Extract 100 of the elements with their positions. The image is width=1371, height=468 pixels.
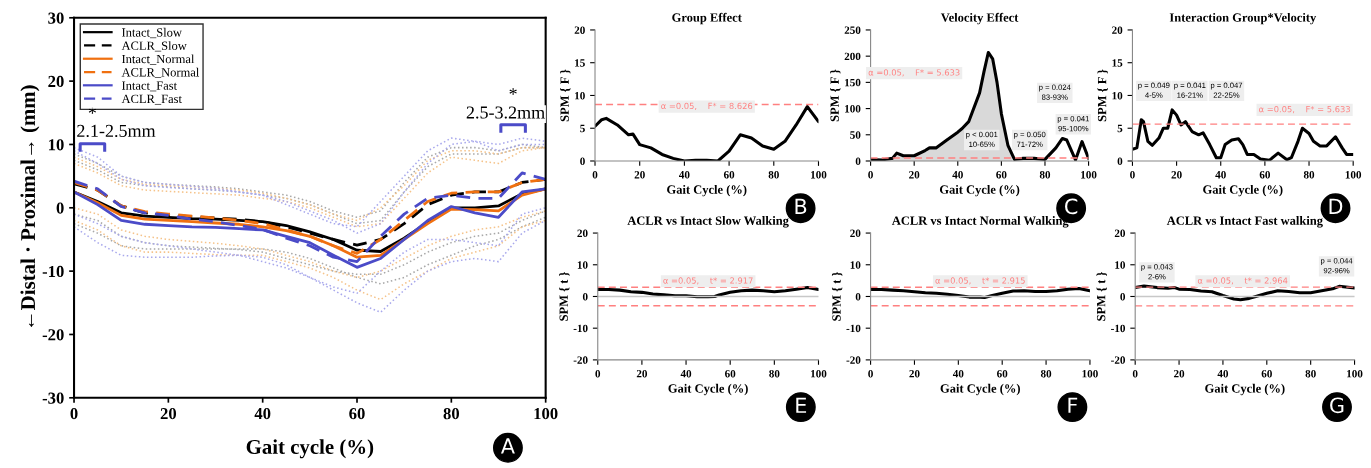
ref-line-label: α =0.05, F* = 8.626 (661, 102, 753, 110)
x-tick-label: 40 (952, 171, 963, 179)
y-tick-label: 5 (580, 124, 585, 133)
y-axis-title: SPM { F } (560, 69, 571, 122)
chart-title: Velocity Effect (940, 12, 1019, 25)
y-tick-label: 30 (48, 12, 64, 24)
x-tick-label: 80 (1040, 369, 1052, 378)
x-tick-label: 80 (1303, 171, 1315, 179)
y-axis-title: SPM { F } (1097, 69, 1108, 122)
y-tick-label: 20 (48, 75, 64, 88)
y-tick-label: 10 (850, 261, 861, 269)
y-tick-label: 5 (1117, 124, 1123, 133)
x-tick-label: 100 (1081, 171, 1097, 179)
y-tick-label: -20 (846, 356, 861, 364)
ref-line-label: α =0.05, t* = 2.915 (935, 277, 1025, 285)
chart-title: Group Effect (672, 12, 742, 25)
x-tick-label: 20 (909, 369, 920, 378)
text: A (500, 438, 515, 454)
y-tick-label: -10 (42, 265, 64, 278)
x-axis-title: Gait Cycle (%) (668, 383, 748, 396)
y-axis-title: SPM { t } (831, 271, 843, 321)
chart-title: ACLR vs Intact Fast walking (1166, 216, 1323, 228)
x-tick-label: 100 (1345, 171, 1362, 179)
legend-label: Intact_Slow (121, 27, 182, 39)
y-tick-label: 20 (1112, 26, 1123, 34)
x-tick-label: 80 (1305, 369, 1316, 378)
x-axis-title: Gait Cycle (%) (667, 184, 747, 197)
x-tick-label: 80 (443, 408, 460, 420)
y-axis-title: SPM { F } (830, 69, 841, 122)
y-axis-title: SPM { t } (1096, 271, 1107, 321)
y-tick-label: 0 (855, 157, 861, 165)
y-tick-label: 20 (1114, 229, 1126, 238)
y-tick-label: 0 (1117, 157, 1123, 165)
x-axis-title: Gait Cycle (%) (940, 383, 1020, 396)
y-tick-label: -20 (42, 329, 64, 341)
y-tick-label: 100 (845, 105, 861, 113)
y-tick-label: 250 (844, 26, 861, 34)
ref-line-label: α =0.05, F* = 5.633 (1259, 106, 1350, 114)
ref-line-label: α =0.05, F* = 5.633 (868, 69, 960, 77)
text: F (1068, 397, 1078, 413)
y-tick-label: -20 (1111, 356, 1126, 364)
y-tick-label: 200 (844, 52, 861, 61)
x-axis-title: Gait Cycle (%) (1205, 383, 1285, 396)
x-tick-label: 100 (534, 408, 558, 420)
x-tick-label: 0 (868, 369, 873, 378)
x-tick-label: 60 (349, 408, 365, 420)
annotation: 2.5-3.2mm (466, 106, 545, 119)
legend-label: Intact_Normal (121, 54, 195, 65)
x-tick-label: 100 (811, 369, 827, 378)
x-tick-label: 20 (1171, 171, 1182, 179)
text: E (796, 397, 807, 413)
annotation: 2.1-2.5mm (77, 124, 156, 138)
x-tick-label: 40 (254, 408, 271, 420)
x-tick-label: 0 (1130, 171, 1135, 179)
x-tick-label: 60 (997, 369, 1008, 378)
legend-label: ACLR_Fast (121, 94, 182, 105)
y-tick-label: 20 (574, 26, 585, 34)
x-tick-label: 0 (1132, 369, 1138, 378)
x-tick-label: 20 (909, 171, 920, 179)
x-tick-label: 60 (1261, 369, 1272, 378)
text: D (1329, 198, 1343, 214)
x-tick-label: 20 (634, 171, 645, 179)
x-tick-label: 80 (768, 171, 779, 179)
x-tick-label: 20 (636, 369, 648, 378)
y-tick-label: 10 (48, 139, 64, 151)
y-tick-label: -30 (42, 392, 64, 404)
text: C (1065, 198, 1078, 215)
y-tick-label: -10 (573, 324, 588, 333)
y-tick-label: 20 (850, 229, 861, 238)
text: B (795, 198, 807, 214)
x-tick-label: 60 (723, 171, 735, 179)
text: G (1330, 397, 1344, 414)
x-tick-label: 20 (1173, 369, 1185, 378)
y-tick-label: 0 (855, 292, 861, 301)
y-tick-label: 15 (575, 59, 585, 67)
x-tick-label: 20 (160, 408, 177, 420)
x-tick-label: 40 (1215, 171, 1226, 179)
y-tick-label: 10 (575, 91, 585, 100)
x-tick-label: 0 (868, 171, 873, 179)
x-tick-label: 40 (679, 171, 690, 179)
x-tick-label: 0 (592, 171, 598, 179)
x-tick-label: 100 (1082, 369, 1098, 378)
x-tick-label: 60 (996, 171, 1007, 179)
x-tick-label: 40 (952, 369, 964, 378)
ref-line-label: α =0.05, t* = 2.917 (663, 277, 753, 285)
y-tick-label: -10 (1111, 324, 1126, 333)
y-tick-label: 0 (580, 157, 585, 165)
y-tick-label: -20 (573, 356, 588, 364)
x-axis-title: Gait Cycle (%) (1203, 184, 1283, 197)
y-tick-label: 0 (582, 292, 588, 301)
y-tick-label: 15 (1112, 59, 1123, 67)
x-tick-label: 60 (725, 369, 736, 378)
y-tick-label: 0 (1120, 292, 1126, 301)
legend-label: Intact_Fast (121, 81, 177, 92)
y-tick-label: 10 (577, 261, 588, 269)
y-tick-label: 10 (1115, 261, 1126, 269)
x-tick-label: 0 (595, 369, 601, 378)
x-tick-label: 80 (1039, 171, 1051, 179)
x-axis-title: Gait Cycle (%) (939, 184, 1020, 197)
y-tick-label: 50 (850, 131, 861, 139)
